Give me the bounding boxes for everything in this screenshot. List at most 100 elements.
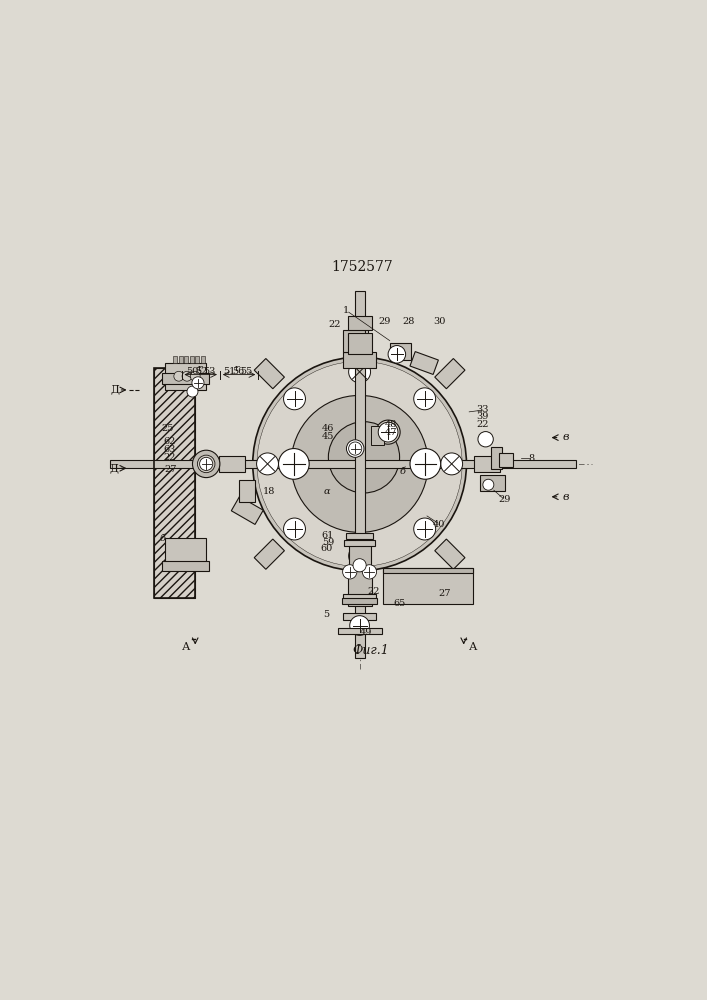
Text: 5: 5 <box>324 610 329 619</box>
Circle shape <box>478 432 493 447</box>
Circle shape <box>378 422 398 442</box>
Circle shape <box>346 440 364 457</box>
Text: Д: Д <box>110 385 119 395</box>
Text: 22: 22 <box>477 420 489 429</box>
Bar <box>435 359 465 389</box>
Bar <box>370 426 385 445</box>
Circle shape <box>257 453 279 475</box>
Bar <box>239 480 255 502</box>
Text: 59: 59 <box>322 538 334 547</box>
Circle shape <box>291 395 428 532</box>
Bar <box>165 538 206 565</box>
Bar <box>346 533 373 539</box>
Text: 40: 40 <box>433 520 445 529</box>
Bar <box>189 356 194 363</box>
Text: б: б <box>399 467 405 476</box>
Text: в: в <box>562 432 569 442</box>
Bar <box>343 330 365 352</box>
Circle shape <box>174 371 184 381</box>
Bar <box>185 356 188 363</box>
Text: Фиг.1: Фиг.1 <box>352 644 389 657</box>
Bar <box>154 368 195 598</box>
Text: Д: Д <box>109 463 118 473</box>
Bar <box>231 497 263 524</box>
Text: 51: 51 <box>223 367 236 376</box>
Bar <box>348 571 372 606</box>
Text: 49: 49 <box>360 628 373 637</box>
Circle shape <box>253 357 467 571</box>
Bar <box>338 628 382 634</box>
Bar <box>343 594 376 601</box>
Bar <box>351 578 368 605</box>
Bar <box>342 598 377 604</box>
Bar <box>348 316 372 330</box>
Text: г: г <box>198 364 203 373</box>
Text: 22: 22 <box>329 320 341 329</box>
Text: б: б <box>160 534 165 543</box>
Text: 8: 8 <box>528 454 534 463</box>
Bar <box>474 456 501 472</box>
Bar <box>165 363 206 390</box>
Circle shape <box>414 388 436 410</box>
Text: 63: 63 <box>163 445 175 454</box>
Circle shape <box>353 559 366 572</box>
Circle shape <box>257 361 462 566</box>
Text: 29: 29 <box>498 495 511 504</box>
Circle shape <box>410 449 440 479</box>
Circle shape <box>279 449 309 479</box>
Text: 30: 30 <box>433 317 445 326</box>
Text: 53: 53 <box>203 367 215 376</box>
Bar <box>499 453 513 467</box>
Bar <box>410 352 438 374</box>
Circle shape <box>350 616 370 635</box>
Bar <box>163 561 209 571</box>
Text: А: А <box>182 642 190 652</box>
Text: 45: 45 <box>322 432 334 441</box>
Bar <box>491 447 502 469</box>
Text: 61: 61 <box>322 531 334 540</box>
Bar <box>343 613 376 620</box>
Circle shape <box>343 565 357 579</box>
Circle shape <box>284 388 305 410</box>
Text: 48: 48 <box>385 420 397 429</box>
Text: 1: 1 <box>343 306 349 315</box>
Bar <box>390 343 411 360</box>
Circle shape <box>192 450 220 478</box>
Circle shape <box>376 420 400 444</box>
Circle shape <box>284 518 305 540</box>
Circle shape <box>440 453 462 475</box>
Text: 56: 56 <box>233 367 245 376</box>
Text: 52: 52 <box>196 367 208 376</box>
Text: 55: 55 <box>240 367 252 376</box>
Text: 65: 65 <box>393 599 405 608</box>
Bar <box>348 333 372 354</box>
Circle shape <box>483 479 494 490</box>
Text: 1752577: 1752577 <box>332 260 393 274</box>
Text: 28: 28 <box>403 317 415 326</box>
Bar <box>355 291 365 658</box>
Text: α: α <box>324 487 331 496</box>
Text: 62: 62 <box>163 437 175 446</box>
Bar <box>195 356 199 363</box>
Bar <box>173 356 177 363</box>
Text: 33: 33 <box>477 405 489 414</box>
Text: 27: 27 <box>164 465 177 474</box>
Bar <box>255 539 284 569</box>
Bar <box>343 352 376 368</box>
Circle shape <box>363 565 377 579</box>
Circle shape <box>349 361 370 383</box>
Bar <box>255 359 284 389</box>
Circle shape <box>328 422 399 493</box>
Bar <box>201 356 204 363</box>
Bar <box>382 568 473 604</box>
Bar <box>179 356 182 363</box>
Text: 22: 22 <box>163 453 176 462</box>
Circle shape <box>190 371 200 381</box>
Text: 60: 60 <box>320 544 333 553</box>
Text: 46: 46 <box>322 424 334 433</box>
Circle shape <box>199 457 213 470</box>
Text: 25: 25 <box>162 424 174 433</box>
Bar <box>154 368 195 598</box>
Circle shape <box>349 545 370 567</box>
Bar <box>435 539 465 569</box>
